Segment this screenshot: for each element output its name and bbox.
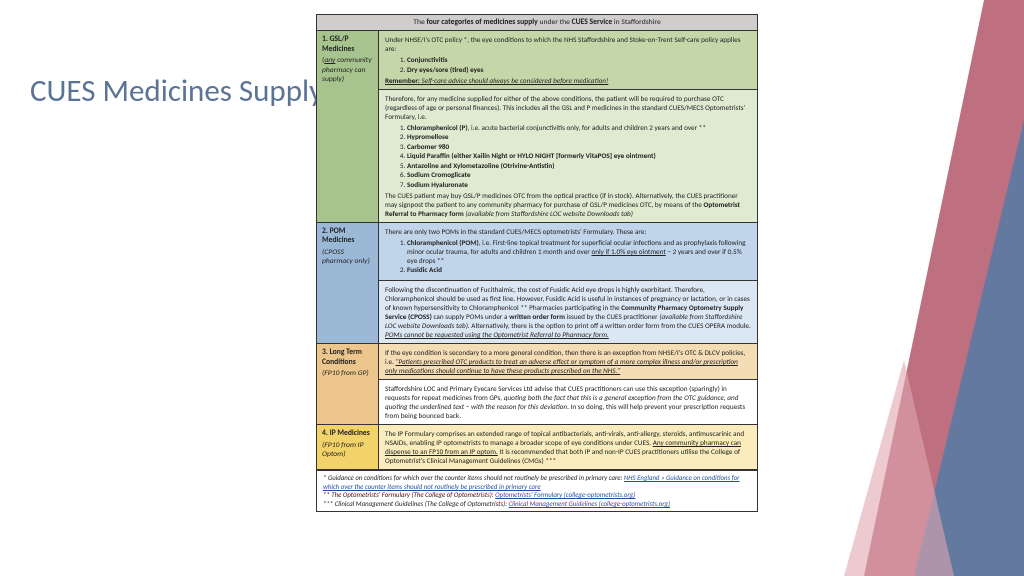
row-pom-label: 2. POM Medicines (CPOSS pharmacy only) xyxy=(317,223,379,344)
row-pom-bot: Following the discontinuation of Fucitha… xyxy=(379,280,757,343)
row-gslp-bot: Therefore, for any medicine supplied for… xyxy=(379,89,757,222)
table-footnotes: * Guidance on conditions for which over … xyxy=(317,470,757,511)
medicines-table: The four categories of medicines supply … xyxy=(316,14,758,512)
row-ip-label: 4. IP Medicines (FP10 from IP Optom) xyxy=(317,425,379,469)
row-ltc-label: 3. Long Term Conditions (FP10 from GP) xyxy=(317,344,379,424)
row-ltc: 3. Long Term Conditions (FP10 from GP) I… xyxy=(317,344,757,425)
row-pom: 2. POM Medicines (CPOSS pharmacy only) T… xyxy=(317,223,757,345)
row-pom-top: There are only two POMs in the standard … xyxy=(379,223,757,281)
row-ip-body: The IP Formulary comprises an extended r… xyxy=(379,425,757,469)
row-gslp: 1. GSL/P Medicines (any community pharma… xyxy=(317,31,757,223)
accent-shapes xyxy=(844,0,1024,576)
row-gslp-label: 1. GSL/P Medicines (any community pharma… xyxy=(317,31,379,222)
table-header: The four categories of medicines supply … xyxy=(317,15,757,31)
row-ltc-top: If the eye condition is secondary to a m… xyxy=(379,344,757,379)
row-gslp-top: Under NHSE/I's OTC policy *, the eye con… xyxy=(379,31,757,89)
row-ltc-bot: Staffordshire LOC and Primary Eyecare Se… xyxy=(379,379,757,424)
row-ip: 4. IP Medicines (FP10 from IP Optom) The… xyxy=(317,425,757,470)
